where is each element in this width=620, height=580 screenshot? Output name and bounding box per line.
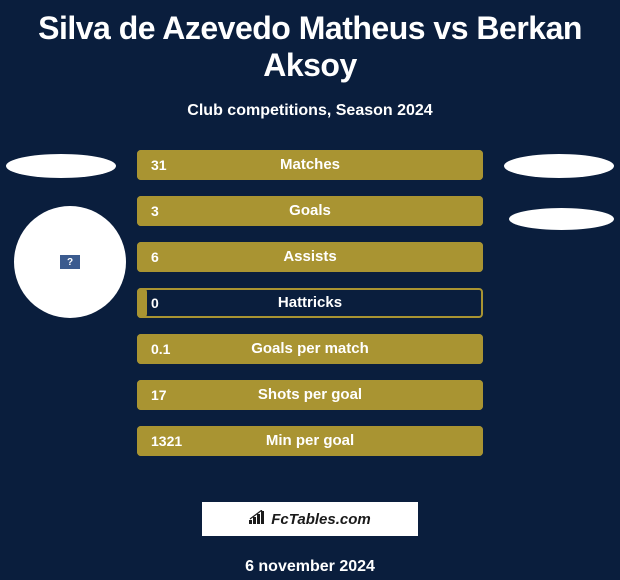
stat-row: 1321Min per goal [137,426,483,456]
stat-row: 3Goals [137,196,483,226]
stat-row: 6Assists [137,242,483,272]
stat-row: 17Shots per goal [137,380,483,410]
stat-label: Hattricks [137,288,483,318]
player-right-ellipse-1 [504,154,614,178]
player-left-badge: ? [14,206,126,318]
player-right-ellipse-2 [509,208,614,230]
date-text: 6 november 2024 [0,558,620,576]
stat-row: 0Hattricks [137,288,483,318]
player-badge-unknown-icon: ? [60,255,80,269]
player-left-ellipse-1 [6,154,116,178]
stat-row: 0.1Goals per match [137,334,483,364]
stats-area: ? 31Matches 3Goals 6Assists 0Hattricks 0.1Go… [0,150,620,490]
stat-bars: 31Matches 3Goals 6Assists 0Hattricks 0.1Goal… [137,150,483,456]
stat-label: Goals per match [137,334,483,364]
brand-box[interactable]: FcTables.com [200,500,420,538]
stat-row: 31Matches [137,150,483,180]
stat-label: Matches [137,150,483,180]
stat-label: Assists [137,242,483,272]
stat-label: Goals [137,196,483,226]
page-title: Silva de Azevedo Matheus vs Berkan Aksoy [0,0,620,84]
stat-label: Shots per goal [137,380,483,410]
brand-text: FcTables.com [249,510,370,528]
brand-chart-icon [249,510,267,528]
brand-label: FcTables.com [271,511,370,528]
stat-label: Min per goal [137,426,483,456]
subtitle: Club competitions, Season 2024 [0,102,620,120]
